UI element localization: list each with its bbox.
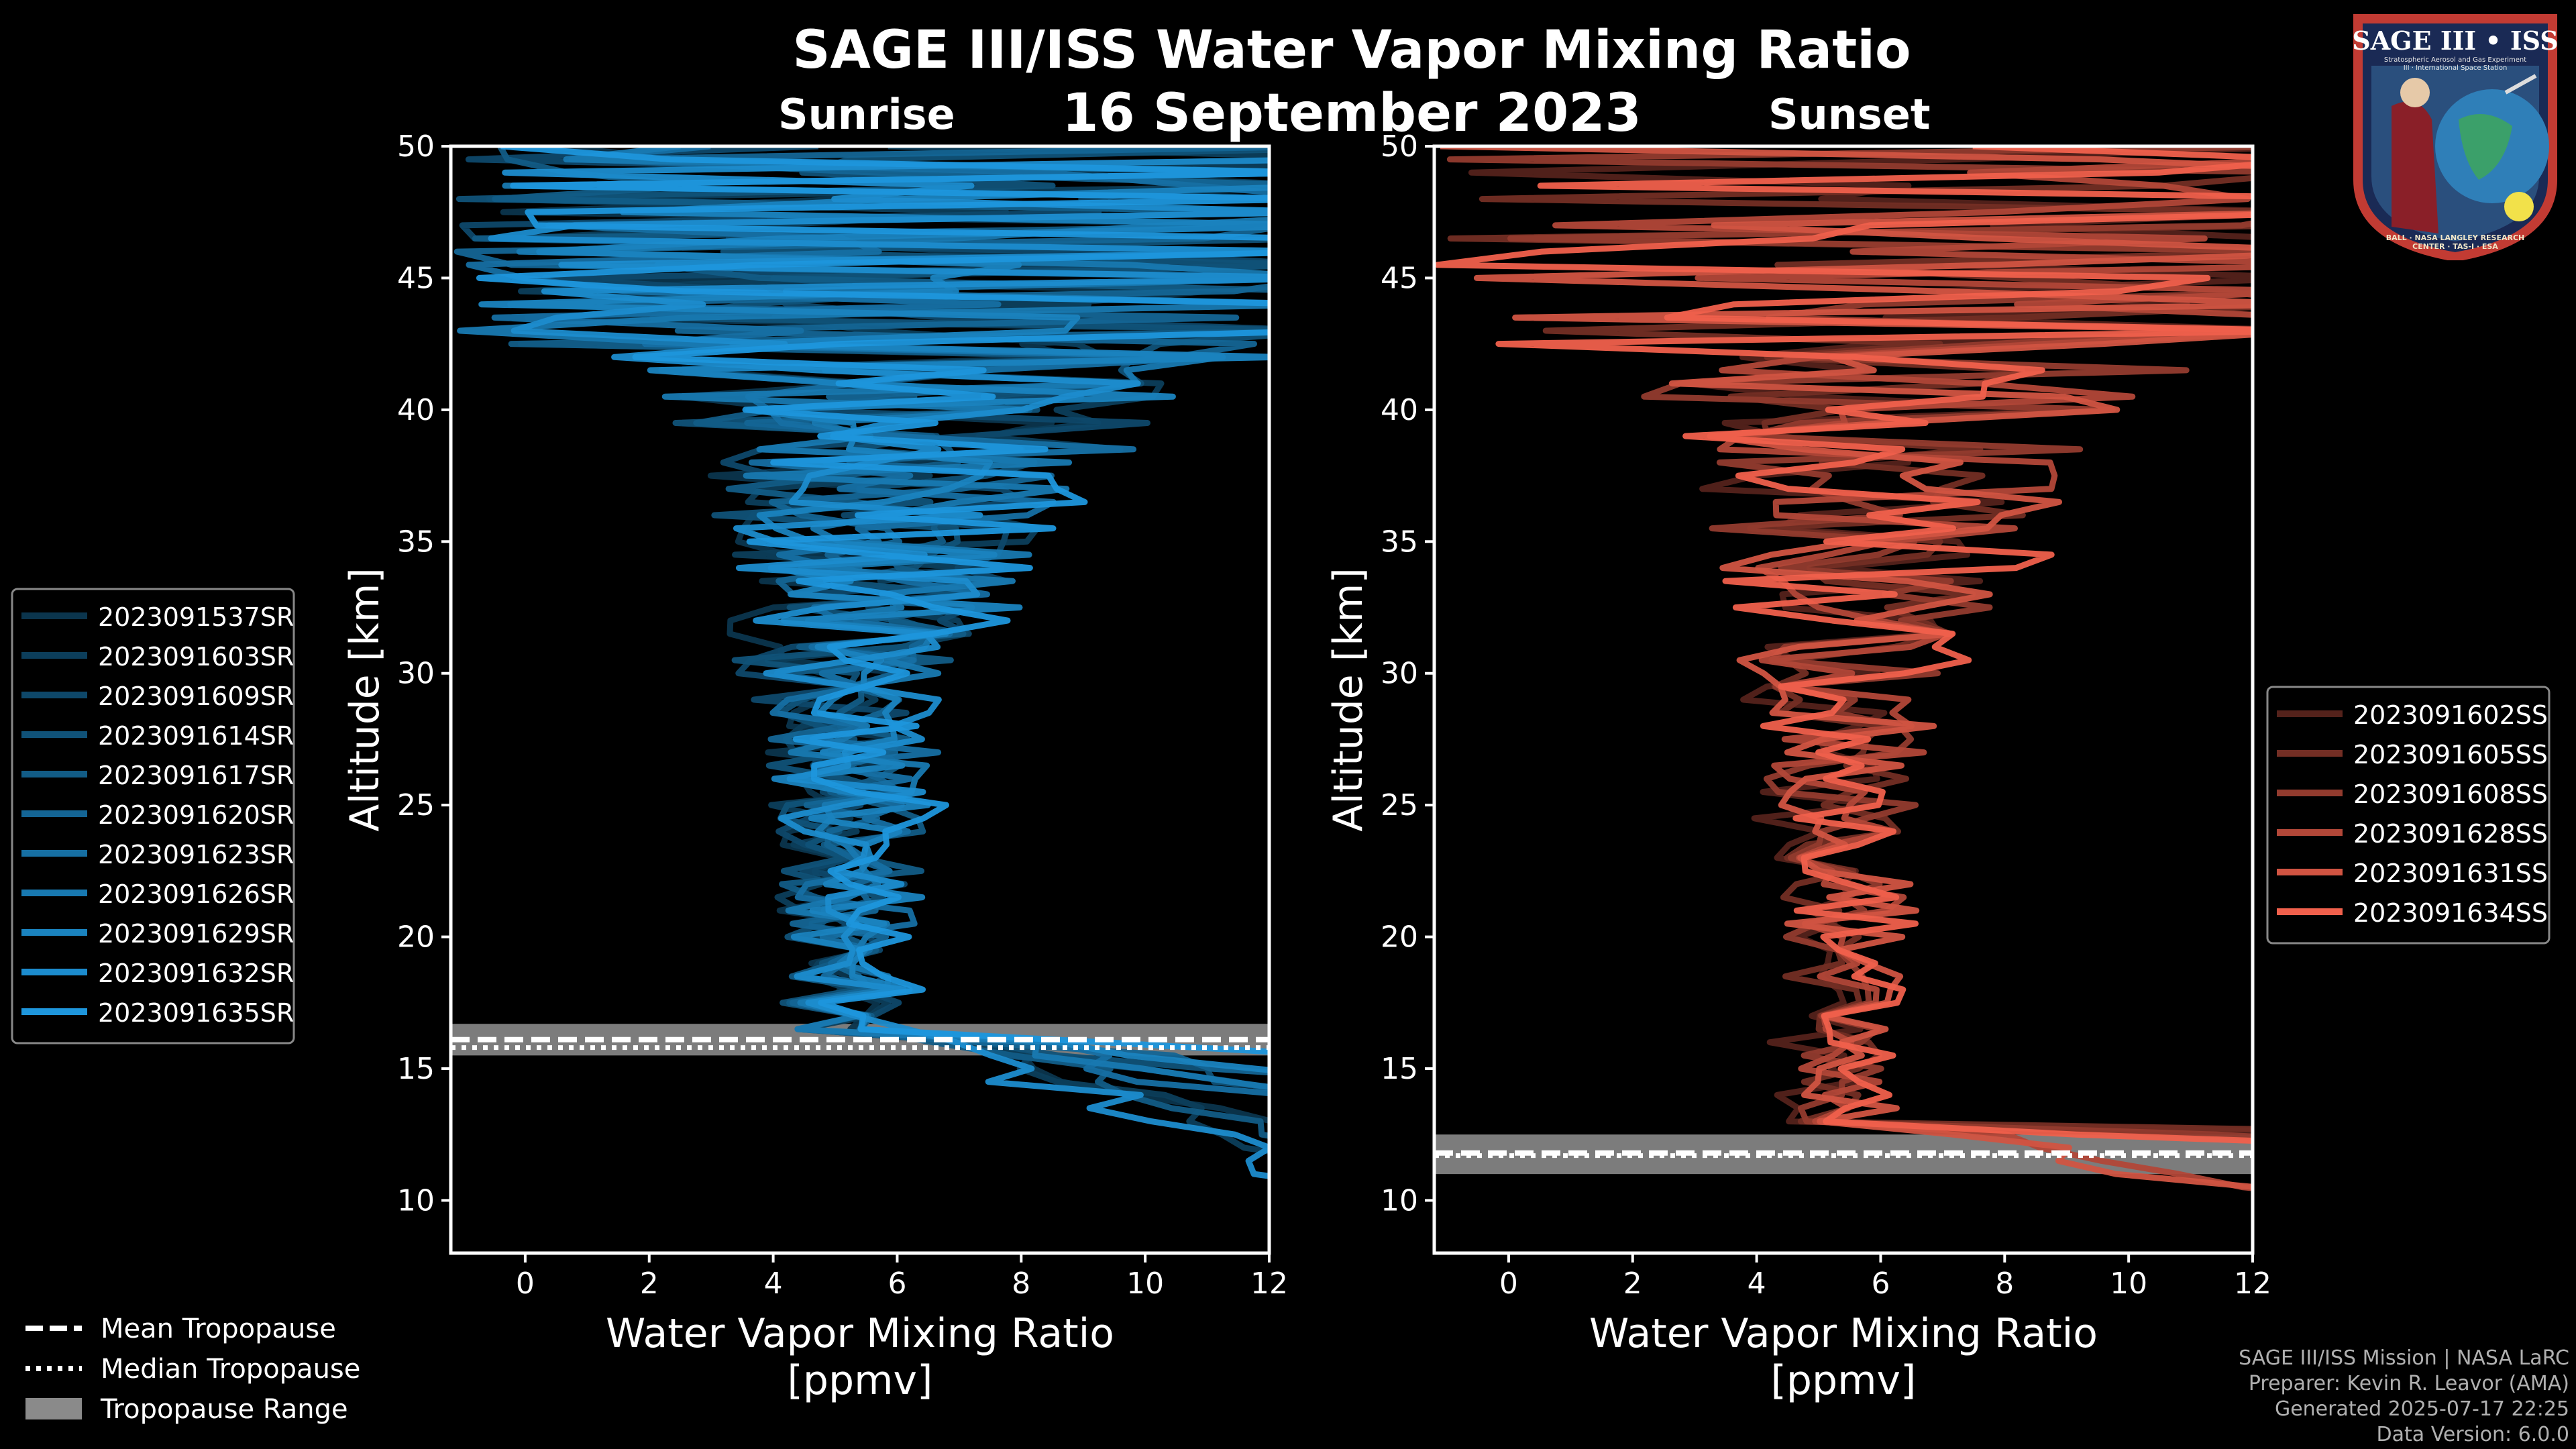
y-tick-label: 35 (397, 525, 435, 559)
axes-frame (449, 144, 1271, 1255)
sunset-plot-area (1434, 146, 2253, 1253)
legend-label: 2023091628SS (2353, 819, 2548, 849)
y-tick-label: 50 (397, 129, 435, 164)
legend-label: 2023091635SR (98, 998, 294, 1028)
y-tick-label: 10 (397, 1183, 435, 1218)
legends: 2023091537SR2023091603SR2023091609SR2023… (11, 588, 2551, 1425)
x-tick-label: 6 (888, 1267, 906, 1301)
tropopause-range-swatch (25, 1398, 82, 1419)
x-tick-label: 0 (1499, 1267, 1518, 1301)
x-tick-label: 2 (1623, 1267, 1642, 1301)
profile-line (472, 146, 1269, 1139)
profile-line (1468, 146, 2253, 1134)
profile-line (1434, 146, 2253, 1144)
logo-subtext: Stratospheric Aerosol and Gas Experiment… (2383, 56, 2527, 72)
legend-label: 2023091634SS (2353, 898, 2548, 928)
legend-label: 2023091603SR (98, 642, 294, 672)
logo-ring-text: BALL · NASA LANGLEY RESEARCH CENTER · TA… (2385, 233, 2525, 251)
x-tick-label: 2 (640, 1267, 659, 1301)
legend-label: 2023091617SR (98, 761, 294, 790)
y-tick-label: 15 (397, 1052, 435, 1086)
sage-logo-graphic (2353, 14, 2557, 262)
sage-logo: SAGE III • ISS Stratospheric Aerosol and… (2345, 12, 2566, 262)
mean-tropopause-legend-label: Mean Tropopause (101, 1313, 336, 1344)
y-tick-label: 50 (1381, 129, 1418, 164)
x-tick-label: 10 (2110, 1267, 2147, 1301)
y-axis-label: Altitude [km] (1325, 568, 1372, 832)
y-axis-label: Altitude [km] (341, 568, 388, 832)
footer-version: Data Version: 6.0.0 (2376, 1423, 2569, 1446)
y-tick-label: 20 (1381, 920, 1418, 955)
y-tick-label: 15 (1381, 1052, 1418, 1086)
median-tropopause-legend-label: Median Tropopause (101, 1354, 360, 1385)
y-tick-label: 40 (1381, 393, 1418, 427)
y-tick-label: 30 (397, 657, 435, 691)
legend-label: 2023091537SR (98, 602, 294, 632)
x-axis-label: Water Vapor Mixing Ratio (1589, 1310, 2098, 1357)
logo-text: SAGE III • ISS (2352, 25, 2559, 56)
x-tick-label: 10 (1126, 1267, 1164, 1301)
y-tick-label: 30 (1381, 657, 1418, 691)
footer-mission: SAGE III/ISS Mission | NASA LaRC (2239, 1346, 2569, 1370)
footer-generated: Generated 2025-07-17 22:25 (2274, 1397, 2569, 1421)
legend-label: 2023091631SS (2353, 859, 2548, 888)
profile-line (488, 157, 1269, 1179)
y-tick-label: 45 (1381, 261, 1418, 295)
y-tick-label: 25 (1381, 788, 1418, 822)
legend-label: 2023091626SR (98, 879, 294, 909)
legend-label: 2023091620SR (98, 800, 294, 830)
profile-line (1447, 174, 2253, 1132)
x-tick-label: 0 (516, 1267, 535, 1301)
x-tick-label: 8 (1012, 1267, 1030, 1301)
legend-label: 2023091608SS (2353, 780, 2548, 809)
x-axis-unit-label: [ppmv] (1771, 1357, 1917, 1404)
sunset-panel-title: Sunset (1768, 90, 1931, 139)
legend-label: 2023091632SR (98, 959, 294, 988)
legend-label: 2023091605SS (2353, 740, 2548, 769)
x-tick-label: 8 (1995, 1267, 2014, 1301)
y-tick-label: 35 (1381, 525, 1418, 559)
footer: SAGE III/ISS Mission | NASA LaRC Prepare… (2239, 1346, 2569, 1448)
profile-line (457, 146, 1269, 1090)
legend-label: 2023091614SR (98, 721, 294, 751)
legend-label: 2023091609SR (98, 682, 294, 711)
profile-line (1440, 146, 2253, 1190)
date-title: 16 September 2023 (1062, 83, 1642, 144)
profile-line (478, 184, 1269, 1073)
y-tick-label: 20 (397, 920, 435, 955)
profile-line (486, 146, 1269, 1155)
y-tick-label: 45 (397, 261, 435, 295)
sunset-panel: 0 2 4 6 8 10 12 10 15 20 25 30 35 40 45 50 Water Vapor M… (1325, 129, 2271, 1404)
tropopause-range-legend-label: Tropopause Range (100, 1394, 348, 1425)
y-tick-label: 10 (1381, 1183, 1418, 1218)
y-tick-label: 25 (397, 788, 435, 822)
axes-frame (1432, 144, 2255, 1255)
x-tick-label: 6 (1871, 1267, 1890, 1301)
main-title: SAGE III/ISS Water Vapor Mixing Ratio (792, 20, 1911, 80)
x-tick-label: 12 (2234, 1267, 2271, 1301)
x-axis-label: Water Vapor Mixing Ratio (606, 1310, 1114, 1357)
legend-label: 2023091602SS (2353, 700, 2548, 730)
x-axis-unit-label: [ppmv] (788, 1357, 933, 1404)
sunrise-plot-area (451, 146, 1269, 1253)
legend-label: 2023091623SR (98, 840, 294, 869)
profile-line (476, 146, 1269, 1055)
y-tick-label: 40 (397, 393, 435, 427)
sunrise-panel: 0 2 4 6 8 10 12 10 15 20 25 30 35 40 45 50 Water Vapor M… (341, 129, 1288, 1404)
profile-line (466, 146, 1269, 1097)
footer-preparer: Preparer: Kevin R. Leavor (AMA) (2248, 1372, 2569, 1395)
x-tick-label: 4 (1748, 1267, 1766, 1301)
x-tick-label: 12 (1250, 1267, 1288, 1301)
sunrise-panel-title: Sunrise (778, 90, 955, 139)
legend-label: 2023091629SR (98, 919, 294, 949)
profile-line (1552, 158, 2253, 1191)
x-tick-label: 4 (764, 1267, 783, 1301)
